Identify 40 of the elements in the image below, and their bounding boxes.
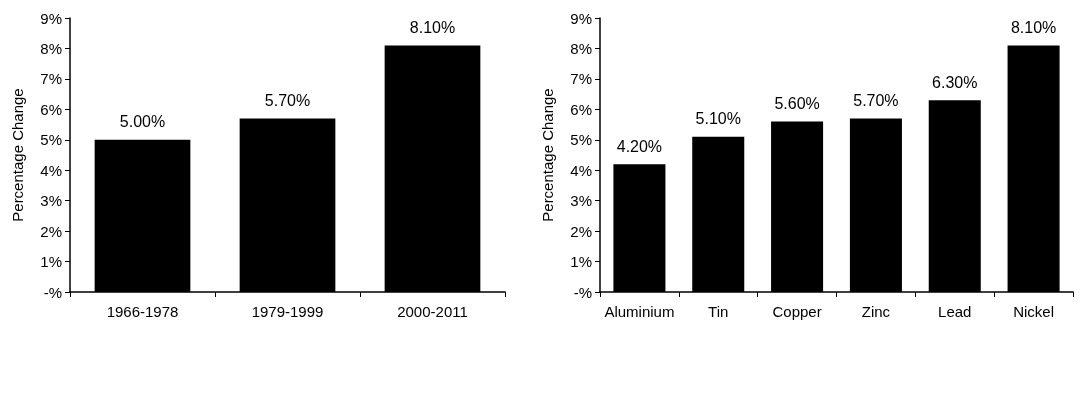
y-tick-label: 9% <box>570 9 592 27</box>
y-tick-label: 1% <box>40 253 62 271</box>
x-tick-label: Lead <box>938 303 972 320</box>
y-tick-label: 4% <box>40 161 62 179</box>
y-tick-label: 2% <box>40 222 62 240</box>
y-tick-label: 9% <box>40 9 62 27</box>
y-axis-title: Percentage Change <box>9 88 26 222</box>
y-tick-label: 2% <box>570 222 592 240</box>
data-label: 5.70% <box>264 91 311 109</box>
y-tick-label: 4% <box>570 161 592 179</box>
y-tick-label: 5% <box>40 131 62 149</box>
y-tick-label: 6% <box>40 100 62 118</box>
data-label: 5.60% <box>774 95 820 113</box>
y-tick-label: 7% <box>40 70 62 88</box>
data-label: 4.20% <box>616 137 663 155</box>
x-tick-label: 1966-1978 <box>106 303 179 320</box>
y-tick-label: 6% <box>570 100 592 118</box>
y-tick-label: 8% <box>570 39 592 57</box>
y-tick-label: 5% <box>570 131 592 149</box>
data-label: 8.10% <box>409 18 456 36</box>
x-tick-label: Copper <box>772 303 822 320</box>
x-tick-label: 1979-1999 <box>251 303 324 320</box>
y-tick-label: -% <box>573 283 592 301</box>
y-tick-label: 1% <box>570 253 592 271</box>
x-tick-label: Nickel <box>1013 303 1055 320</box>
data-label: 5.10% <box>695 110 741 128</box>
data-label: 5.70% <box>853 91 899 109</box>
x-tick-label: Aluminium <box>604 303 675 320</box>
y-tick-label: 8% <box>40 39 62 57</box>
y-tick-label: 3% <box>40 192 62 210</box>
data-label: 6.30% <box>932 73 978 91</box>
y-tick-label: -% <box>43 283 62 301</box>
data-label: 5.00% <box>119 113 166 131</box>
y-axis-title: Percentage Change <box>539 88 556 222</box>
x-tick-label: Zinc <box>861 303 891 320</box>
y-tick-label: 3% <box>570 192 592 210</box>
x-tick-label: 2000-2011 <box>397 303 468 320</box>
data-label: 8.10% <box>1010 18 1057 36</box>
y-tick-label: 7% <box>570 70 592 88</box>
x-tick-label: Tin <box>708 303 729 320</box>
